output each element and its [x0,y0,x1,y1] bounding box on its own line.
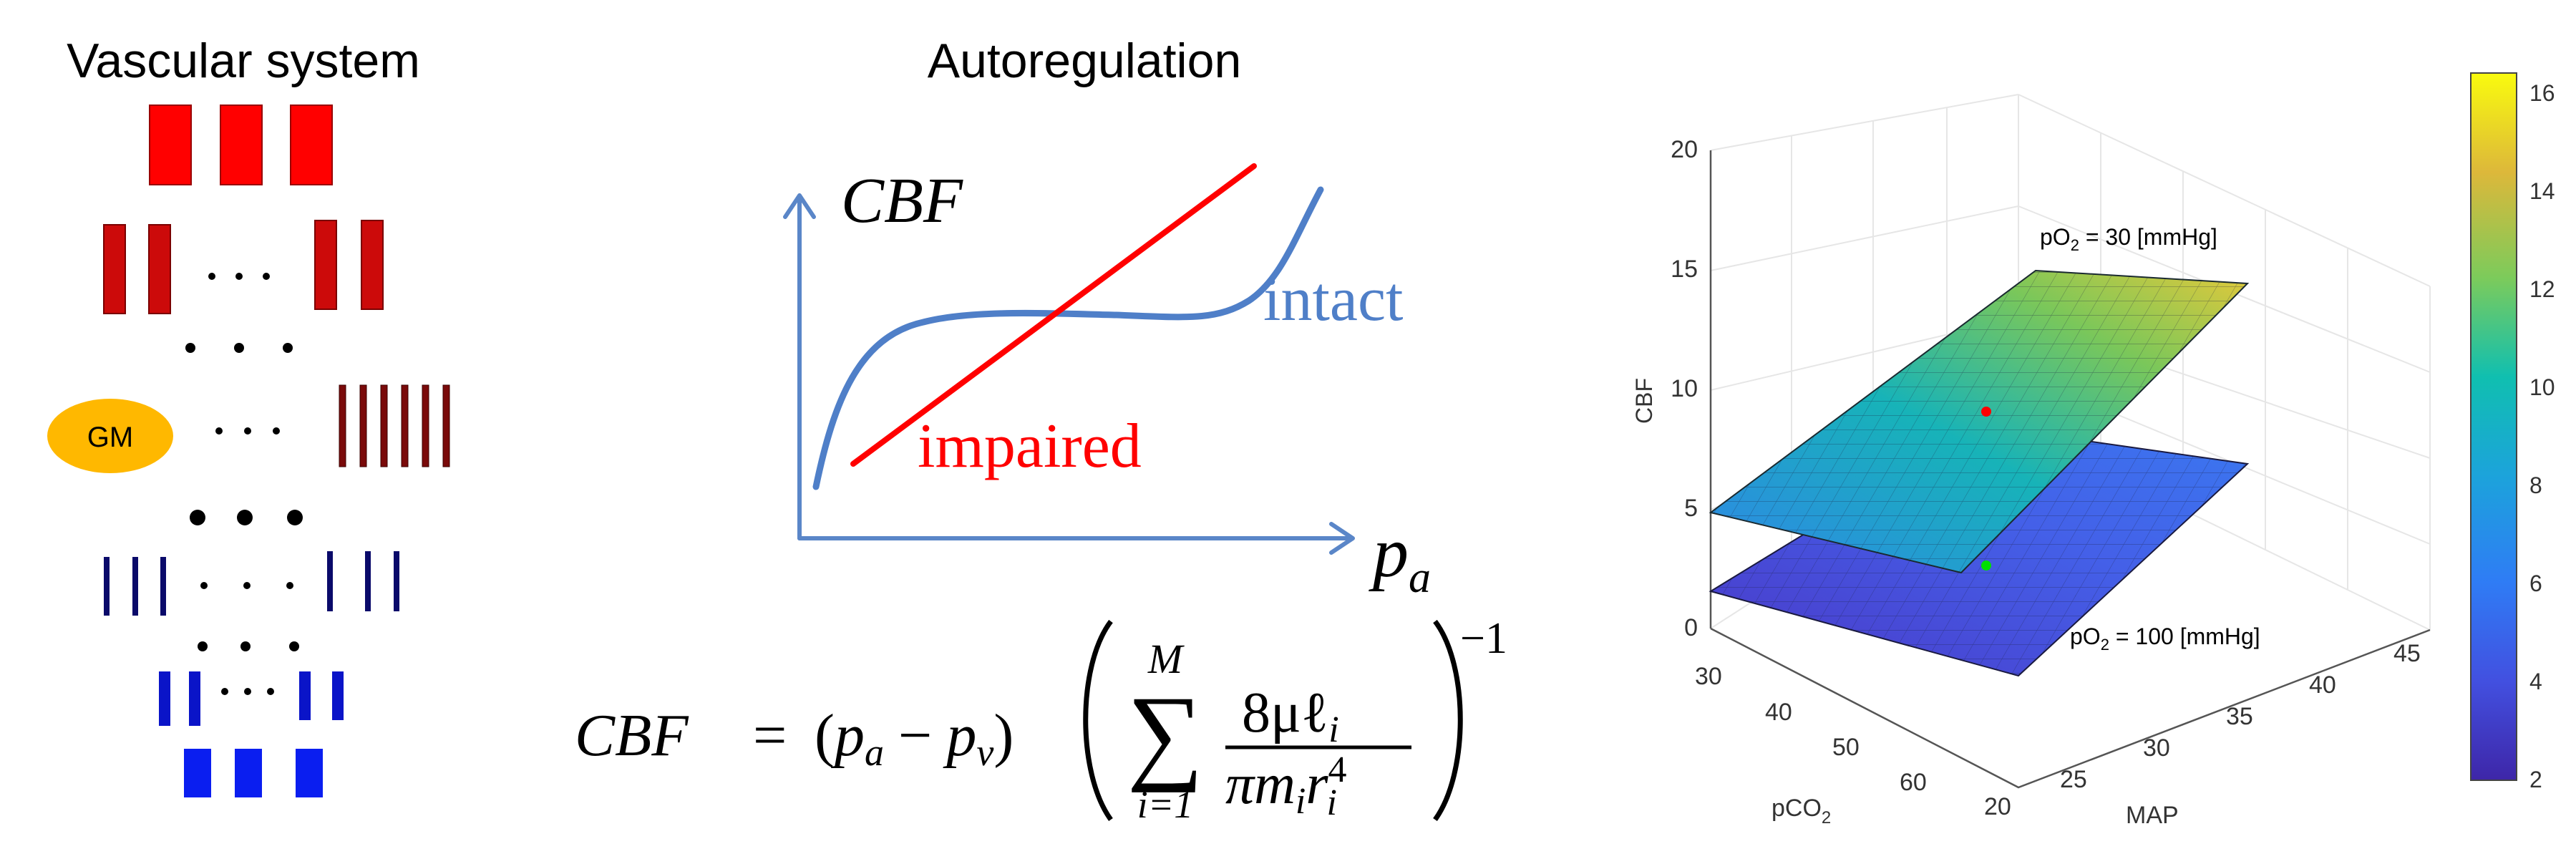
upper-surface-marker [1981,407,1991,417]
x-tick: 30 [2143,734,2170,762]
ellipsis-dot [287,510,303,525]
ellipsis-dot [240,641,251,651]
formula-exponent: −1 [1460,614,1507,663]
impaired-line [850,163,1257,467]
cbf-formula: CBF = (pa − pv) M ∑ i=1 8μℓi πmir4 i −1 [575,614,1507,826]
upper-surface-grid [1711,271,2247,573]
vein-bars-small [159,671,344,726]
y-tick: 50 [1832,734,1860,761]
vessel-bar [361,220,384,310]
ellipsis-dot [221,688,228,695]
y-axis-label: CBF [841,165,963,236]
colorbar-gradient [2470,72,2517,781]
x-tick: 20 [1984,793,2011,820]
vessel-bar [220,105,263,185]
colorbar-tick: 6 [2529,571,2542,596]
y-tick: 30 [1695,663,1722,690]
vessel-bar [148,224,171,314]
ellipsis-dot [235,273,243,280]
x-tick: 45 [2393,640,2421,667]
ellipsis-dot [198,641,208,651]
y-axis-label: pCO2 [1771,795,1831,828]
ellipsis-dot [208,273,215,280]
y-tick: 40 [1765,699,1792,726]
surface-plot: 0 5 10 15 20 CBF pO2 = 30 [mmHg] pO2 = 1… [1631,94,2431,829]
y-axis-arrow [783,193,816,540]
ellipsis-dot [267,688,274,695]
upper-surface-label: pO2 = 30 [mmHg] [2040,224,2217,254]
vessel-bar [314,220,337,310]
x-tick: 40 [2309,671,2336,699]
venule-bars-left [104,557,166,616]
ellipsis-dot [237,510,253,525]
x-axis-ticks: 20 25 30 35 40 45 [1984,640,2421,820]
ellipsis-dot [273,427,280,435]
ellipsis-dot [234,343,244,353]
colorbar-tick: 16 [2529,80,2555,106]
y-axis-ticks: 30 40 50 60 [1695,663,1927,796]
sum-upper: M [1147,636,1185,682]
colorbar-tick: 12 [2529,276,2555,302]
ellipsis-dot [200,582,208,589]
ellipsis-dot [289,641,299,651]
colorbar-tick: 10 [2529,374,2555,400]
vessel-bar [103,224,126,314]
colorbar: 2 4 6 8 10 12 14 16 [2470,72,2555,792]
fraction-numerator: 8μℓi [1242,681,1339,750]
x-axis-label: pa [1369,513,1431,602]
x-tick: 25 [2060,766,2087,793]
x-tick: 35 [2226,703,2253,730]
ellipsis-dot [244,427,251,435]
y-tick: 60 [1900,769,1927,796]
colorbar-tick: 14 [2529,178,2555,204]
vessel-bar [149,105,192,185]
vein-bars-large [184,749,323,797]
z-tick: 20 [1671,136,1698,163]
formula-pressure-difference: (pa − pv) [815,702,1014,774]
formula-lhs: CBF [575,702,689,769]
capillary-bars [339,384,450,467]
ellipsis-dot [263,273,270,280]
colorbar-tick: 8 [2529,472,2542,498]
autoregulation-title: Autoregulation [928,34,1242,88]
z-axis-label: CBF [1631,378,1657,424]
intact-curve [812,186,1324,490]
formula-equals: = [753,702,787,769]
colorbar-tick: 4 [2529,669,2542,694]
gm-label: GM [87,422,133,453]
vascular-panel: Vascular system GM [47,34,450,797]
big-paren-right [1433,619,1463,822]
ellipsis-dot [190,510,205,525]
vascular-title: Vascular system [67,34,420,88]
z-tick: 0 [1684,614,1698,641]
z-tick: 5 [1684,495,1698,522]
z-tick: 10 [1671,375,1698,402]
z-axis-ticks: 0 5 10 15 20 [1671,136,1698,641]
x-axis-arrow [797,522,1355,555]
ellipsis-dot [283,343,293,353]
big-paren-left [1083,619,1113,822]
floor-edge [1710,627,2431,789]
lower-surface-label: pO2 = 100 [mmHg] [2070,623,2260,654]
gray-matter-node [47,399,173,473]
ellipsis-dot [243,582,251,589]
impaired-label: impaired [918,412,1142,481]
ellipsis-dot [185,343,195,353]
z-tick: 15 [1671,256,1698,283]
vessel-bar [290,105,333,185]
autoregulation-panel: Autoregulation CBF pa intact impaired [783,34,1431,602]
sum-symbol: ∑ [1127,674,1204,793]
ellipsis-dot [215,427,223,435]
ellipsis-dot [286,582,293,589]
fraction-denominator: πmir4 i [1225,749,1346,823]
sum-lower: i=1 [1137,783,1193,826]
intact-label: intact [1263,265,1403,334]
x-axis-label: MAP [2126,802,2179,829]
venule-bars-right [327,551,399,611]
colorbar-ticks: 2 4 6 8 10 12 14 16 [2529,80,2555,792]
colorbar-tick: 2 [2529,767,2542,792]
ellipsis-dot [244,688,251,695]
lower-surface-marker [1981,560,1991,571]
